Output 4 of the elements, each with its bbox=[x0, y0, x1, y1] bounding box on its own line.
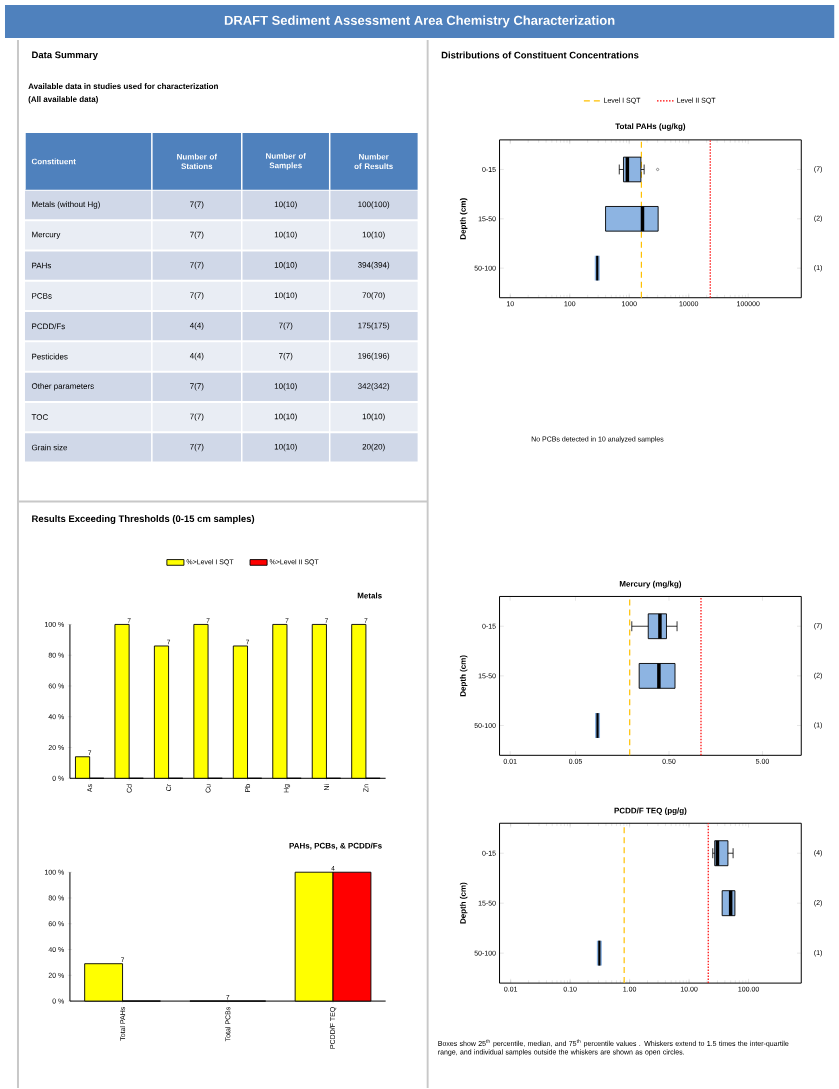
text: Data Summary bbox=[32, 51, 98, 61]
chart-subtitle: Distributions of Constituent Concentrations bbox=[441, 51, 639, 59]
chart-subtitle: Results Exceeding Thresholds (0-15 cm samples) bbox=[32, 515, 255, 524]
text: DRAFT Sediment Assessment Area Chemistry Characterization bbox=[224, 15, 615, 28]
